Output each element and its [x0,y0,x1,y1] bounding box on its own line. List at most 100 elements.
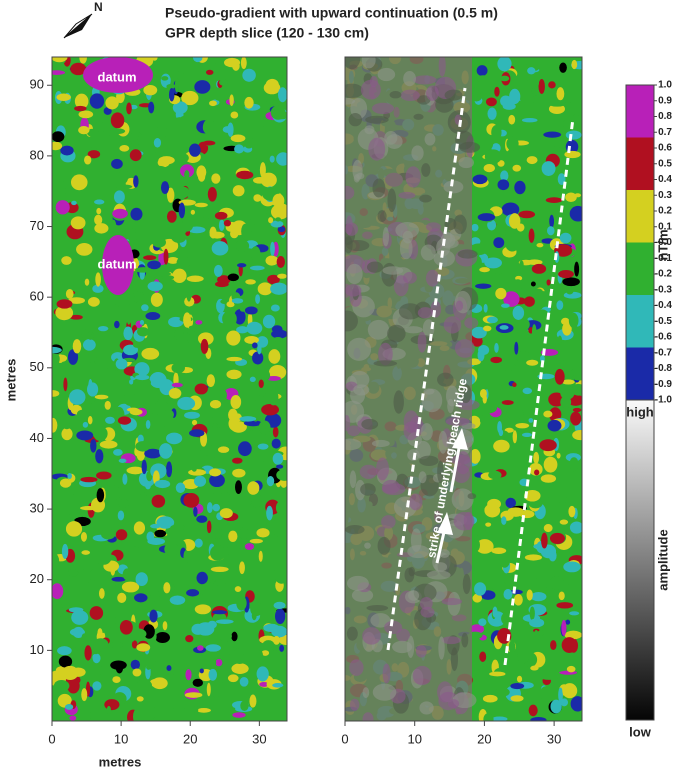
gpr-texture [410,528,422,553]
map-texture [476,659,482,670]
map-texture [134,593,148,603]
map-texture [121,581,140,593]
map-texture [207,526,223,539]
gpr-texture [362,712,374,721]
gpr-texture [419,194,432,203]
map-texture [275,608,286,625]
map-texture [132,341,141,348]
map-texture [471,223,479,232]
gpr-texture [443,180,464,194]
map-texture [186,275,204,282]
map-texture [547,226,555,236]
map-texture [472,593,483,603]
gpr-texture [441,636,461,645]
gpr-texture [382,227,390,247]
map-texture [69,314,83,320]
gpr-texture [408,566,416,577]
map-texture [189,143,201,157]
map-texture [550,640,557,651]
map-texture [251,492,262,508]
map-texture [67,349,79,365]
map-texture [501,202,520,217]
gpr-texture [345,525,365,535]
map-texture [475,283,492,289]
map-texture [134,362,150,377]
gpr-texture [435,96,454,113]
map-texture [173,518,179,524]
map-texture [217,275,231,285]
gpr-texture [420,423,433,441]
map-texture [228,651,245,656]
map-texture [209,574,224,581]
map-texture [508,114,516,125]
map-texture [230,649,249,664]
gpr-texture [409,493,423,511]
map-texture [541,532,548,549]
map-texture [65,521,83,537]
map-texture [61,427,73,441]
map-texture [262,314,276,329]
map-texture [194,80,211,94]
map-texture [206,502,213,514]
map-texture [229,94,234,107]
map-texture [59,478,72,488]
map-texture [512,382,517,388]
map-texture [529,306,538,318]
gpr-texture [412,665,432,686]
map-texture [249,538,263,544]
map-texture [143,85,158,96]
gpr-texture [403,421,419,441]
map-texture [514,180,526,195]
gpr-texture [443,316,462,334]
map-texture [529,618,545,628]
map-texture [536,242,544,248]
gpr-texture [445,417,470,427]
map-texture [531,324,537,341]
map-texture [472,174,488,185]
map-texture [174,329,184,341]
map-texture [254,157,262,172]
map-texture [574,193,582,198]
map-texture [153,165,167,172]
y-axis-label: metres [3,359,18,402]
map-texture [528,228,535,243]
map-texture [558,687,563,703]
map-texture [231,631,238,642]
map-texture [548,103,565,115]
map-texture [213,264,223,277]
map-texture [178,76,188,83]
map-texture [194,202,208,208]
gpr-texture [382,266,404,275]
map-texture [543,456,558,473]
map-texture [99,210,112,216]
map-texture [565,619,571,625]
map-texture [86,382,99,397]
map-texture [123,391,136,406]
map-texture [87,297,100,307]
map-texture [194,383,208,395]
gpr-texture [460,383,472,404]
map-texture [552,64,558,72]
map-texture [561,379,575,385]
map-texture [504,227,515,237]
gpr-texture [371,102,395,115]
map-texture [193,506,198,517]
map-texture [149,371,167,388]
map-texture [155,631,170,644]
map-texture [177,396,196,411]
x-tick-label: 10 [407,731,421,746]
map-texture [270,204,287,220]
x-tick-label: 20 [477,731,491,746]
map-texture [118,168,129,184]
gpr-texture [398,191,416,199]
map-texture [110,219,117,234]
map-texture [104,400,111,410]
gpr-texture [403,70,417,87]
map-texture [117,416,132,425]
gpr-texture [426,222,441,232]
gpr-texture [372,683,397,701]
map-texture [558,270,574,279]
map-texture [132,668,142,677]
map-texture [564,150,581,159]
map-texture [275,500,287,515]
